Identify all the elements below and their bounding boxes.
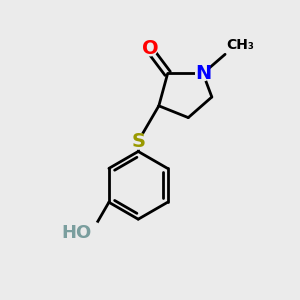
- Text: S: S: [131, 132, 145, 151]
- Circle shape: [142, 41, 158, 56]
- Text: N: N: [195, 64, 211, 83]
- Text: HO: HO: [61, 224, 91, 242]
- Text: O: O: [142, 39, 158, 58]
- Circle shape: [130, 133, 146, 149]
- Circle shape: [85, 222, 101, 238]
- Text: CH₃: CH₃: [226, 38, 254, 52]
- Circle shape: [196, 66, 210, 81]
